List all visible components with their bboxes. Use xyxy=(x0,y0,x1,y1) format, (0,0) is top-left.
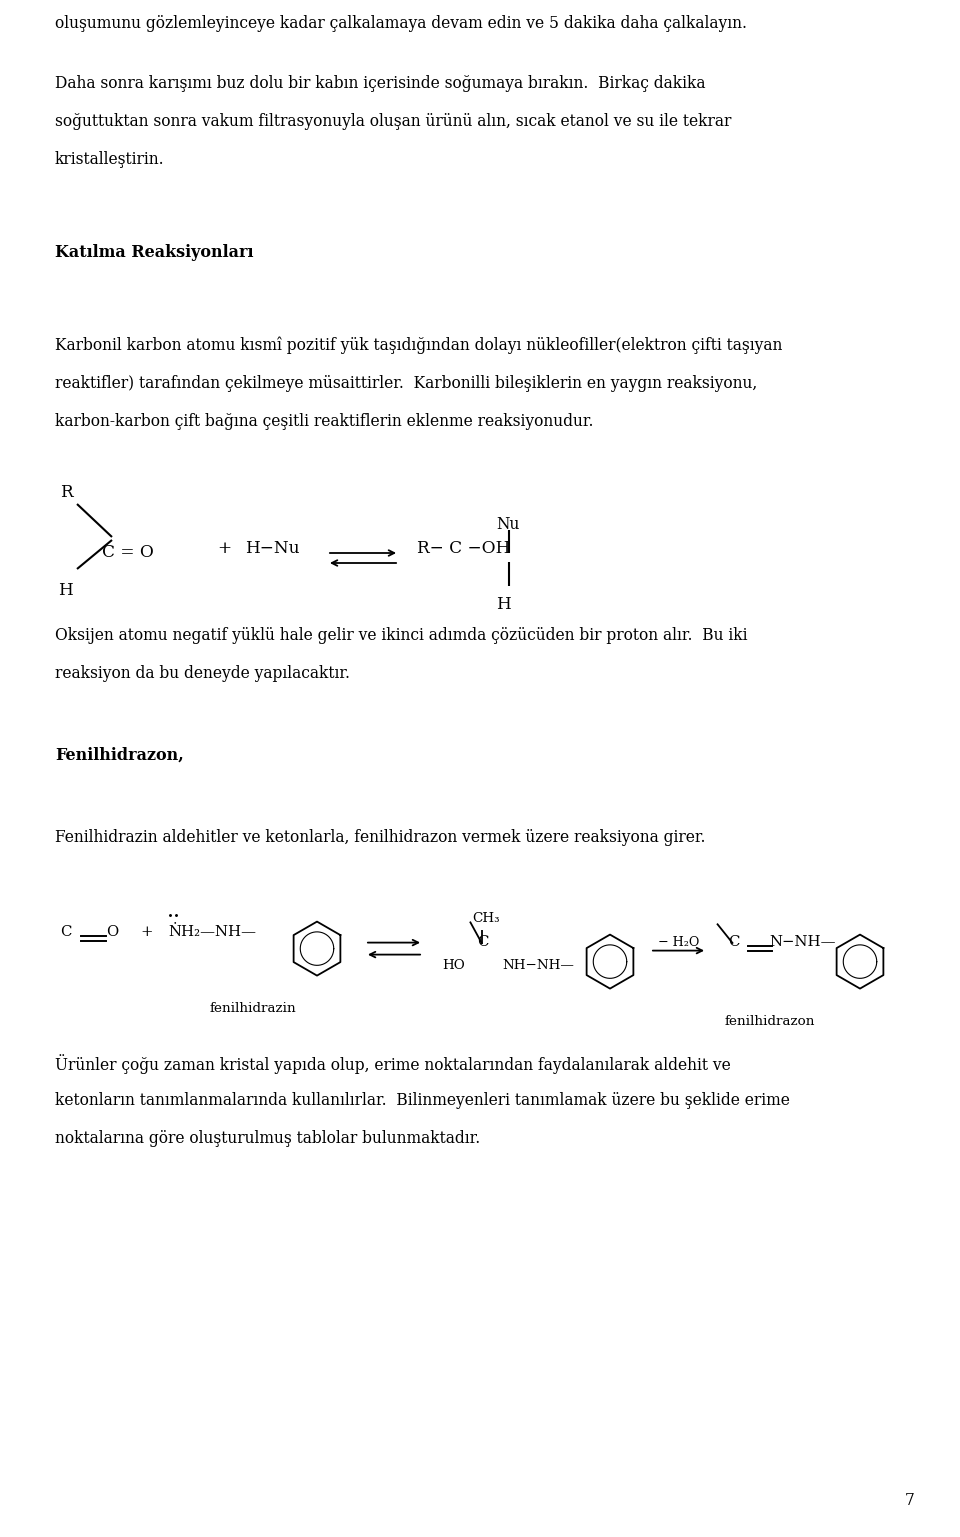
Text: N−NH—: N−NH— xyxy=(769,934,835,948)
Text: karbon-karbon çift bağına çeşitli reaktiflerin eklenme reaksiyonudur.: karbon-karbon çift bağına çeşitli reakti… xyxy=(55,413,593,430)
Text: − H₂O: − H₂O xyxy=(658,936,699,948)
Text: C: C xyxy=(60,925,71,939)
Text: Fenilhidrazon,: Fenilhidrazon, xyxy=(55,747,183,764)
Text: fenilhidrazin: fenilhidrazin xyxy=(210,1002,297,1014)
Text: H−Nu: H−Nu xyxy=(245,539,300,556)
Text: C = O: C = O xyxy=(102,544,154,561)
Text: Karbonil karbon atomu kısmî pozitif yük taşıdığından dolayı nükleofiller(elektro: Karbonil karbon atomu kısmî pozitif yük … xyxy=(55,337,782,355)
Text: Nu: Nu xyxy=(496,516,519,533)
Text: Katılma Reaksiyonları: Katılma Reaksiyonları xyxy=(55,244,253,261)
Text: Ürünler çoğu zaman kristal yapıda olup, erime noktalarından faydalanılarak aldeh: Ürünler çoğu zaman kristal yapıda olup, … xyxy=(55,1053,731,1073)
Text: H: H xyxy=(496,596,511,613)
Text: +: + xyxy=(217,539,231,556)
Text: soğuttuktan sonra vakum filtrasyonuyla oluşan ürünü alın, sıcak etanol ve su ile: soğuttuktan sonra vakum filtrasyonuyla o… xyxy=(55,114,732,131)
Text: reaksiyon da bu deneyde yapılacaktır.: reaksiyon da bu deneyde yapılacaktır. xyxy=(55,666,350,682)
Text: HO: HO xyxy=(442,959,465,971)
Text: Daha sonra karışımı buz dolu bir kabın içerisinde soğumaya bırakın.  Birkaç daki: Daha sonra karışımı buz dolu bir kabın i… xyxy=(55,75,706,92)
Text: C: C xyxy=(477,934,489,948)
Text: kristalleştirin.: kristalleştirin. xyxy=(55,151,164,168)
Text: NH−NH—: NH−NH— xyxy=(502,959,574,971)
Text: R: R xyxy=(60,484,73,501)
Text: Oksijen atomu negatif yüklü hale gelir ve ikinci adımda çözücüden bir proton alı: Oksijen atomu negatif yüklü hale gelir v… xyxy=(55,627,748,644)
Text: reaktifler) tarafından çekilmeye müsaittirler.  Karbonilli bileşiklerin en yaygı: reaktifler) tarafından çekilmeye müsaitt… xyxy=(55,375,757,392)
Text: fenilhidrazon: fenilhidrazon xyxy=(725,1014,815,1028)
Text: 7: 7 xyxy=(905,1492,915,1509)
Text: C: C xyxy=(728,934,739,948)
Text: ṄH₂—NH—: ṄH₂—NH— xyxy=(168,925,256,939)
Text: O: O xyxy=(106,925,118,939)
Text: R− C −OH: R− C −OH xyxy=(417,539,511,556)
Text: H: H xyxy=(58,583,73,599)
Text: CH₃: CH₃ xyxy=(472,911,499,925)
Text: ketonların tanımlanmalarında kullanılırlar.  Bilinmeyenleri tanımlamak üzere bu : ketonların tanımlanmalarında kullanılırl… xyxy=(55,1091,790,1108)
Text: oluşumunu gözlemleyinceye kadar çalkalamaya devam edin ve 5 dakika daha çalkalay: oluşumunu gözlemleyinceye kadar çalkalam… xyxy=(55,15,747,32)
Text: Fenilhidrazin aldehitler ve ketonlarla, fenilhidrazon vermek üzere reaksiyona gi: Fenilhidrazin aldehitler ve ketonlarla, … xyxy=(55,828,706,845)
Text: noktalarına göre oluşturulmuş tablolar bulunmaktadır.: noktalarına göre oluşturulmuş tablolar b… xyxy=(55,1130,480,1147)
Text: +: + xyxy=(140,925,153,939)
